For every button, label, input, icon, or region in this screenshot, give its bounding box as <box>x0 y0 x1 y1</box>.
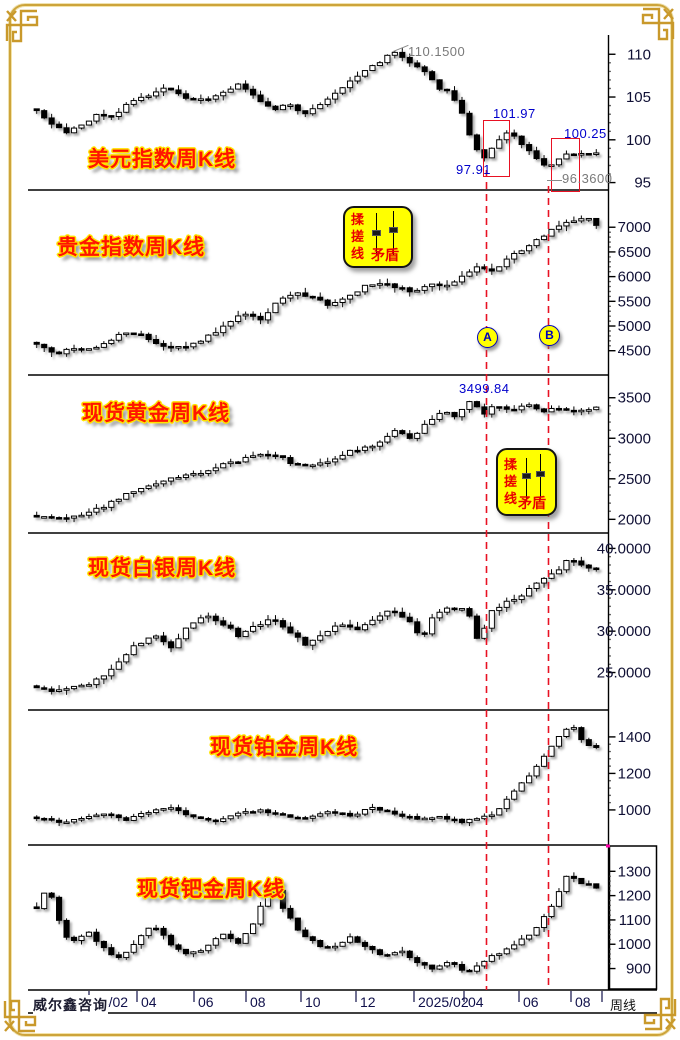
price-label-high: 110.1500 <box>408 44 466 59</box>
x-axis-label: 08 <box>250 994 266 1010</box>
note-box-rubbing-line: 揉搓线 矛盾 <box>496 448 557 516</box>
price-label-recent-high: 100.25 <box>564 126 607 141</box>
y-axis-label: 5000 <box>618 318 651 335</box>
y-axis-label: 7000 <box>618 219 651 236</box>
candles-panel-1 <box>33 215 600 358</box>
mini-candle-icon <box>536 454 545 500</box>
price-label-recent-low: 96.3600 <box>562 171 613 186</box>
price-label-rebound-high: 101.97 <box>493 106 536 121</box>
y-axis-label: 35.0000 <box>597 582 651 599</box>
y-axis-label: 1100 <box>619 912 651 929</box>
y-axis-label: 105 <box>626 89 651 106</box>
x-axis-label: 06 <box>523 994 539 1010</box>
candles-panel-3 <box>33 556 600 695</box>
watermark: 威尔鑫咨询 <box>33 995 108 1015</box>
note-vertical-label: 揉搓线 <box>350 212 364 261</box>
x-axis-label: 12 <box>360 994 376 1010</box>
note-box-rubbing-line: 揉搓线 矛盾 <box>343 206 413 268</box>
candles-panel-0 <box>33 48 600 168</box>
y-axis-label: 6000 <box>618 269 651 286</box>
event-marker-b: B <box>539 325 560 346</box>
panel-title-spot-palladium: 现货钯金周K线 <box>137 878 286 901</box>
y-axis-label: 1200 <box>618 765 651 782</box>
y-axis-label: 95 <box>634 175 651 192</box>
x-axis-label: 08 <box>575 994 591 1010</box>
y-axis-label: 2500 <box>618 471 651 488</box>
y-axis-label: 5500 <box>618 293 651 310</box>
y-axis-label: 1400 <box>618 729 651 746</box>
x-axis-label: 06 <box>198 994 214 1010</box>
y-axis-label: 1000 <box>618 936 651 953</box>
y-axis-label: 1300 <box>618 863 651 880</box>
x-axis-label: 2025/02 <box>418 994 469 1010</box>
price-label-low: 97.91 <box>456 162 492 177</box>
panel-title-usd-index: 美元指数周K线 <box>88 148 237 171</box>
y-axis-label: 110 <box>627 46 651 63</box>
note-vertical-label: 揉搓线 <box>503 457 517 506</box>
panel-title-spot-silver: 现货白银周K线 <box>88 557 237 580</box>
event-marker-a: A <box>477 327 498 348</box>
x-axis-label: 10 <box>305 994 321 1010</box>
y-axis-label: 25.0000 <box>597 665 651 682</box>
candles-panel-5 <box>33 872 600 974</box>
note-label-contradiction: 矛盾 <box>371 247 399 263</box>
highlight-rect-b <box>551 138 580 192</box>
y-axis-label: 3000 <box>618 430 651 447</box>
mini-candle-icon <box>522 458 531 502</box>
axes-overlay: 110 105 100 95 7000 6500 6000 5500 5000 4500 3500 3… <box>28 35 658 1014</box>
x-axis-label: 04 <box>468 994 484 1010</box>
y-axis-label: 1200 <box>618 888 651 905</box>
price-label-gold-high: 3499.84 <box>459 381 510 396</box>
y-axis-label: 1000 <box>618 802 651 819</box>
y-axis-label: 6500 <box>618 244 651 261</box>
note-label-contradiction: 矛盾 <box>518 495 546 511</box>
panel-title-spot-gold: 现货黄金周K线 <box>82 402 231 425</box>
y-axis-label: 4500 <box>618 343 651 360</box>
mini-candle-icon <box>389 211 398 255</box>
mini-candle-icon <box>372 213 381 255</box>
annotation-leader-line <box>547 180 562 181</box>
panel-title-spot-platinum: 现货铂金周K线 <box>210 736 359 759</box>
y-axis-label: 2000 <box>618 511 651 528</box>
y-axis-label: 30.0000 <box>597 623 651 640</box>
x-axis-label: 04 <box>141 994 157 1010</box>
y-axis-label: 100 <box>626 132 651 149</box>
y-axis-label: 3500 <box>618 390 651 407</box>
period-label: 周线 <box>610 998 637 1013</box>
panel-title-precious-index: 贵金指数周K线 <box>57 236 206 259</box>
y-axis-label: 900 <box>626 961 651 978</box>
candles-panel-2 <box>33 400 600 523</box>
y-axis-label: 40.0000 <box>597 540 651 557</box>
highlight-rect-a <box>483 120 510 177</box>
